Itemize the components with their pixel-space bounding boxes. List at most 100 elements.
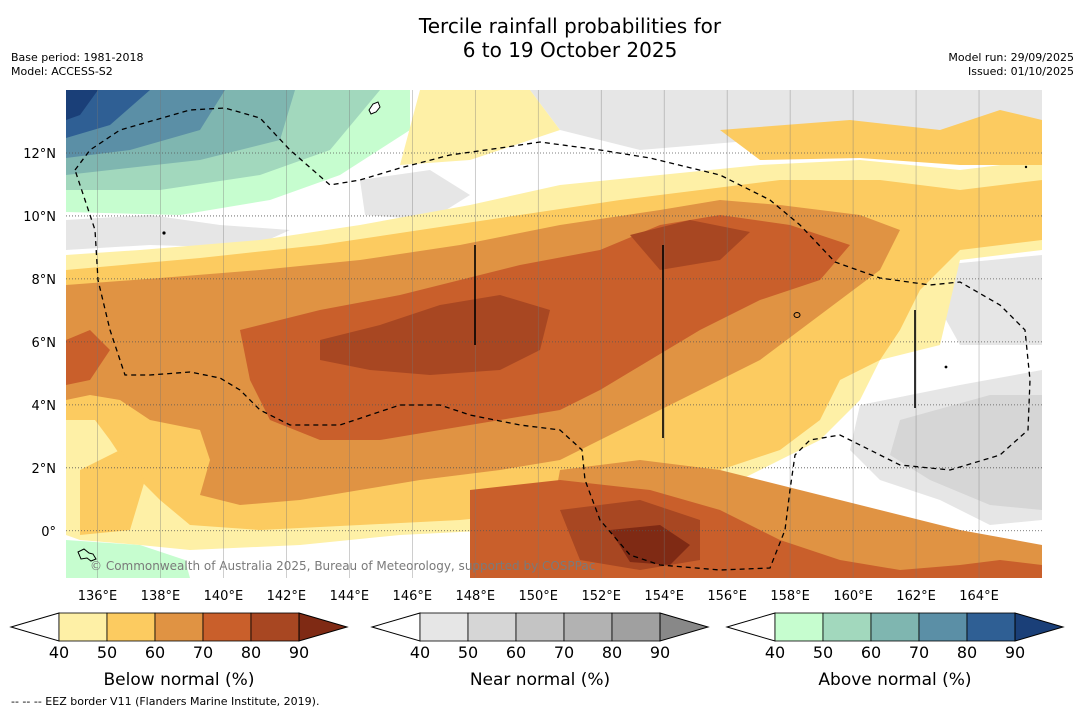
near-normal-region	[935, 255, 1042, 345]
legend-above-normal: 40 50 60 70 80 90 Above normal (%)	[725, 612, 1065, 690]
legend-arrow-low	[370, 612, 421, 642]
near-normal-region	[890, 395, 1042, 510]
latitude-labels: 12°N 10°N 8°N 6°N 4°N 2°N 0°	[23, 147, 56, 540]
longitude-label: 136°E	[78, 589, 118, 604]
longitude-label: 140°E	[204, 589, 244, 604]
legend-tick-label: 70	[193, 643, 213, 662]
legend-tick-label: 50	[813, 643, 833, 662]
legend-tick-label: 40	[765, 643, 785, 662]
island-outline	[162, 231, 166, 235]
latitude-label: 2°N	[32, 462, 57, 477]
legend-tick-label: 70	[554, 643, 574, 662]
legend-tick-label: 90	[650, 643, 670, 662]
chart-title: Tercile rainfall probabilities for 6 to …	[0, 14, 1085, 62]
legend-tick-label: 80	[241, 643, 261, 662]
island-outline	[77, 548, 97, 562]
legend-tick-label: 60	[145, 643, 165, 662]
eez-border	[74, 107, 1031, 571]
legend-title: Above normal (%)	[818, 670, 971, 690]
near-normal-region	[66, 215, 290, 250]
legend-below-normal: 40 50 60 70 80 90 Below normal (%)	[9, 612, 349, 690]
legend-tick-label: 40	[410, 643, 430, 662]
title-line-2: 6 to 19 October 2025	[462, 38, 678, 62]
latitude-label: 10°N	[23, 210, 56, 225]
base-period: Base period: 1981-2018	[11, 51, 144, 64]
island-outline	[1024, 165, 1028, 169]
meridian-markers	[474, 245, 916, 438]
below-normal-region	[630, 220, 750, 270]
graticule	[66, 90, 1042, 578]
legend-arrow-high	[1014, 612, 1065, 642]
above-normal-region	[66, 90, 98, 120]
legend-swatch	[966, 612, 1016, 642]
legend-tick-label: 90	[1005, 643, 1025, 662]
legend-swatch	[918, 612, 968, 642]
legend-near-normal: 40 50 60 70 80 90 Near normal (%)	[370, 612, 710, 690]
legend-title: Below normal (%)	[104, 670, 255, 690]
legend-tick-label: 70	[909, 643, 929, 662]
longitude-label: 158°E	[770, 589, 810, 604]
legend-swatch	[58, 612, 108, 642]
legend-swatch	[202, 612, 252, 642]
legend-swatch	[250, 612, 300, 642]
latitude-label: 0°	[41, 525, 56, 540]
model-run: Model run: 29/09/2025	[948, 51, 1074, 64]
island-outline	[793, 312, 801, 318]
longitude-label: 154°E	[644, 589, 684, 604]
legend-swatch	[515, 612, 565, 642]
legend-swatch	[822, 612, 872, 642]
below-normal-region	[610, 525, 690, 565]
eez-footnote: -- -- -- EEZ border V11 (Flanders Marine…	[11, 695, 320, 708]
legend-title: Near normal (%)	[470, 670, 610, 690]
longitude-label: 162°E	[896, 589, 936, 604]
meta-right: Model run: 29/09/2025 Issued: 01/10/2025	[948, 51, 1074, 79]
legend-tick-label: 40	[49, 643, 69, 662]
legend-tick-label: 90	[289, 643, 309, 662]
longitude-label: 146°E	[393, 589, 433, 604]
latitude-label: 8°N	[32, 273, 57, 288]
legend-arrow-high	[298, 612, 349, 642]
legend-tick-label: 60	[861, 643, 881, 662]
copyright-text: © Commonwealth of Australia 2025, Bureau…	[90, 559, 595, 573]
legend-swatch	[467, 612, 517, 642]
longitude-labels: 136°E 138°E 140°E 142°E 144°E 146°E 148°E 150°E…	[78, 589, 999, 604]
longitude-label: 164°E	[959, 589, 999, 604]
legend-swatch	[774, 612, 824, 642]
latitude-label: 4°N	[32, 399, 57, 414]
below-normal-region	[720, 110, 1042, 165]
legend-swatch	[870, 612, 920, 642]
longitude-label: 150°E	[518, 589, 558, 604]
longitude-label: 160°E	[833, 589, 873, 604]
title-line-1: Tercile rainfall probabilities for	[418, 14, 722, 38]
meta-left: Base period: 1981-2018 Model: ACCESS-S2	[11, 51, 143, 79]
model-name: Model: ACCESS-S2	[11, 65, 113, 78]
longitude-label: 148°E	[456, 589, 496, 604]
near-normal-region	[360, 170, 470, 220]
longitude-label: 138°E	[141, 589, 181, 604]
legend-swatch	[563, 612, 613, 642]
map-area: © Commonwealth of Australia 2025, Bureau…	[66, 90, 1042, 578]
legend-arrow-low	[725, 612, 776, 642]
islands	[77, 101, 1028, 562]
legend-swatch	[154, 612, 204, 642]
legend-tick-label: 80	[957, 643, 977, 662]
legend-tick-label: 80	[602, 643, 622, 662]
legend-tick-label: 60	[506, 643, 526, 662]
legend-tick-label: 50	[97, 643, 117, 662]
probability-fields	[66, 90, 1042, 578]
below-normal-region	[80, 450, 145, 535]
legend-swatch	[106, 612, 156, 642]
below-normal-region	[400, 90, 560, 165]
below-normal-region	[66, 330, 110, 385]
latitude-label: 12°N	[23, 147, 56, 162]
above-normal-region	[66, 540, 190, 578]
island-outline	[944, 365, 948, 369]
longitude-label: 144°E	[330, 589, 370, 604]
issued-date: Issued: 01/10/2025	[967, 65, 1074, 78]
below-normal-region	[320, 295, 550, 375]
island-outline	[368, 101, 381, 115]
longitude-label: 152°E	[581, 589, 621, 604]
legend-swatch	[419, 612, 469, 642]
legend-arrow-high	[659, 612, 710, 642]
